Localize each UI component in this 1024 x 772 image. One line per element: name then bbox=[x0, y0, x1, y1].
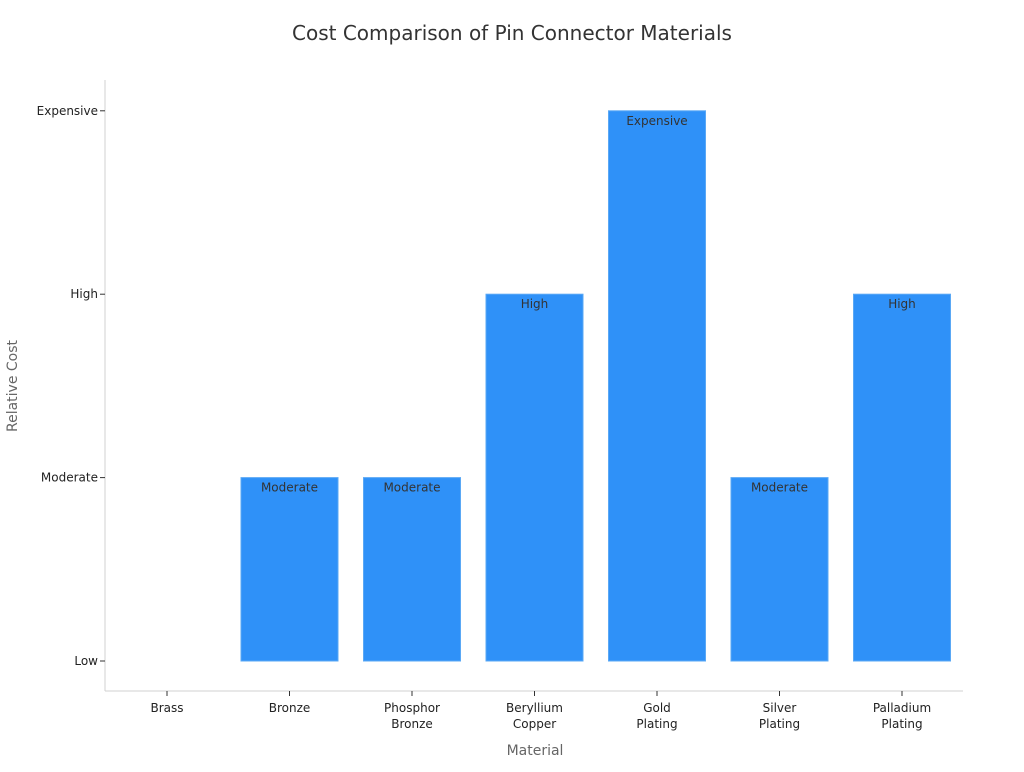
x-tick-label: Palladium bbox=[873, 701, 931, 715]
y-axis-label: Relative Cost bbox=[5, 339, 21, 432]
data-label: Moderate bbox=[751, 481, 808, 495]
bar bbox=[240, 477, 339, 662]
x-tick-label: Copper bbox=[513, 717, 556, 731]
x-tick-label: Brass bbox=[150, 701, 183, 715]
x-tick-label: Phosphor bbox=[384, 701, 440, 715]
data-label: High bbox=[521, 297, 549, 311]
x-tick-label: Gold bbox=[643, 701, 671, 715]
chart-title: Cost Comparison of Pin Connector Materia… bbox=[292, 21, 732, 45]
data-label: Expensive bbox=[626, 114, 687, 128]
bar bbox=[608, 110, 706, 662]
x-tick-label: Beryllium bbox=[506, 701, 563, 715]
x-tick-label: Bronze bbox=[269, 701, 311, 715]
x-axis-label: Material bbox=[507, 743, 564, 759]
x-tick-label: Bronze bbox=[391, 717, 433, 731]
y-tick-label: Moderate bbox=[41, 471, 98, 485]
data-label: Moderate bbox=[261, 481, 318, 495]
data-label: Moderate bbox=[383, 481, 440, 495]
data-label: High bbox=[888, 297, 916, 311]
x-tick-label: Plating bbox=[636, 717, 677, 731]
y-tick-label: Expensive bbox=[37, 104, 98, 118]
y-tick-label: High bbox=[70, 287, 98, 301]
x-tick-label: Plating bbox=[881, 717, 922, 731]
bar bbox=[853, 293, 951, 662]
bar bbox=[485, 293, 584, 662]
y-tick-label: Low bbox=[74, 654, 98, 668]
x-tick-label: Silver bbox=[763, 701, 797, 715]
bar bbox=[730, 477, 829, 662]
x-tick-label: Plating bbox=[759, 717, 800, 731]
bar bbox=[363, 477, 461, 662]
